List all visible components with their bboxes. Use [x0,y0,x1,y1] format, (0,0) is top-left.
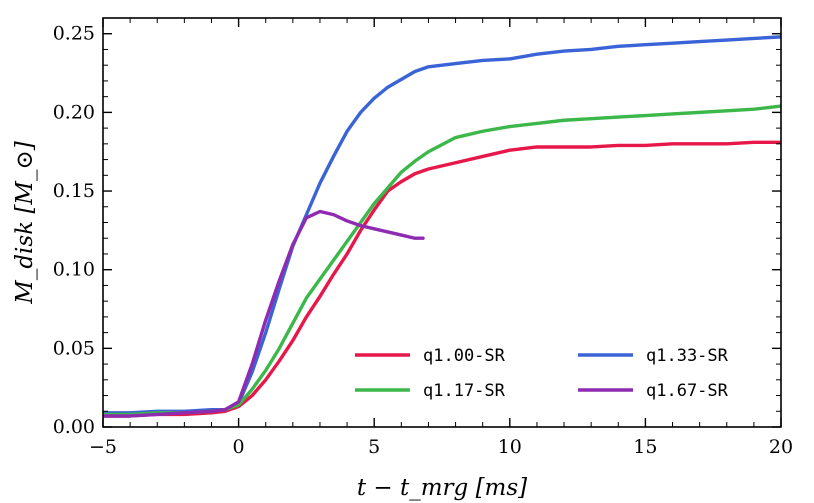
ticks: −5 0 5 10 15 20 0.00 0.05 0.10 0.15 0.20 0.25 [53,17,793,458]
legend-label-q1.33-SR: q1.33-SR [646,346,729,366]
y-tick-label: 0.20 [53,101,95,123]
legend-label-q1.67-SR: q1.67-SR [646,381,729,401]
series-line-q1.00-SR [103,140,781,418]
x-tick-label: 10 [498,436,522,458]
legend-label-q1.00-SR: q1.00-SR [423,346,506,366]
series-line-q1.67-SR [103,209,425,418]
y-tick-label: 0.15 [53,180,95,202]
x-axis-label: t − t_mrg [ms] [357,475,527,501]
x-tick-label: 5 [368,436,380,458]
x-tick-label: 20 [769,436,793,458]
x-tick-label: −5 [89,436,117,458]
x-tick-label: 0 [233,436,245,458]
legend-label-q1.17-SR: q1.17-SR [423,381,506,401]
y-tick-label: 0.05 [53,337,95,359]
x-tick-label: 15 [633,436,657,458]
y-tick-label: 0.00 [53,416,95,438]
legend: q1.00-SR q1.33-SR q1.17-SR q1.67-SR [355,346,729,401]
y-tick-label: 0.10 [53,259,95,281]
y-tick-label: 0.25 [53,23,95,45]
series-lines [103,35,781,418]
series-line-q1.17-SR [103,104,781,417]
y-axis-label: M_disk [M_⊙] [12,141,38,304]
